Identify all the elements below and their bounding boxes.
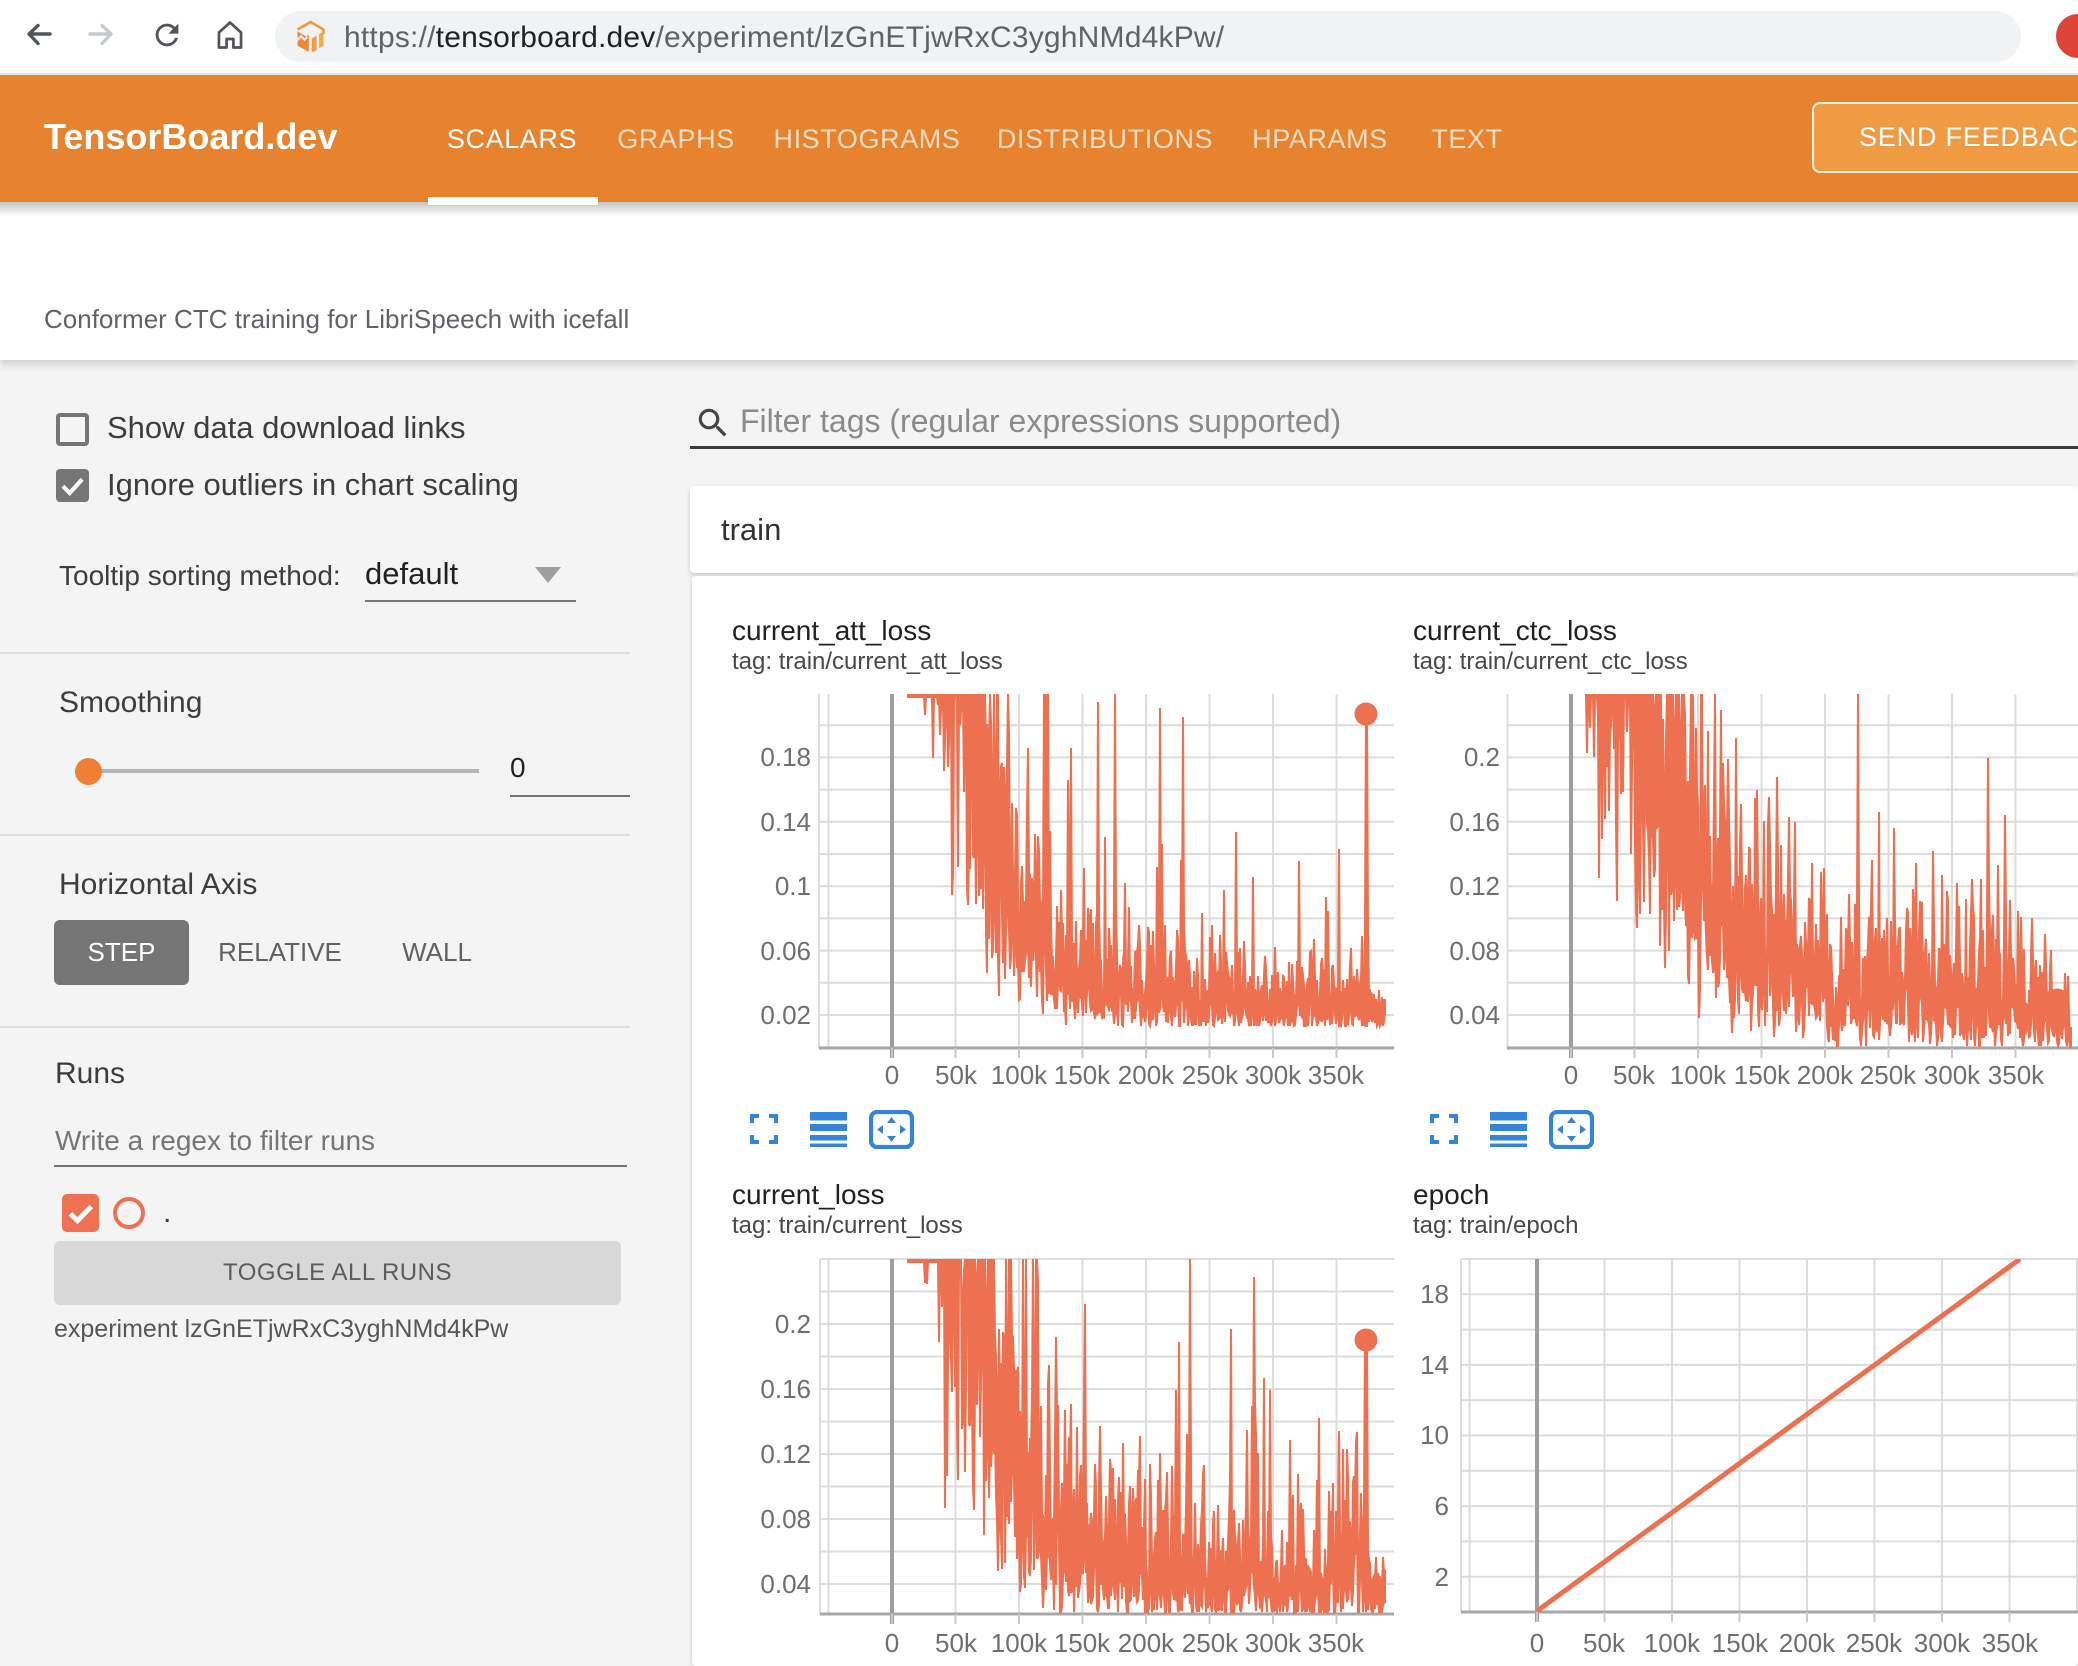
svg-text:0.18: 0.18 xyxy=(760,742,811,772)
svg-text:0: 0 xyxy=(1530,1628,1544,1658)
svg-text:0.06: 0.06 xyxy=(760,936,811,966)
svg-text:0.04: 0.04 xyxy=(1449,1000,1500,1030)
svg-text:300k: 300k xyxy=(1914,1628,1971,1658)
svg-text:100k: 100k xyxy=(991,1060,1048,1090)
svg-text:0: 0 xyxy=(885,1060,899,1090)
svg-text:150k: 150k xyxy=(1054,1060,1111,1090)
svg-text:0.14: 0.14 xyxy=(760,807,811,837)
svg-text:200k: 200k xyxy=(1797,1060,1854,1090)
svg-text:200k: 200k xyxy=(1779,1628,1836,1658)
svg-text:350k: 350k xyxy=(1988,1060,2045,1090)
svg-text:250k: 250k xyxy=(1182,1628,1239,1658)
svg-text:200k: 200k xyxy=(1118,1060,1175,1090)
svg-text:100k: 100k xyxy=(1644,1628,1701,1658)
svg-text:0.2: 0.2 xyxy=(775,1309,811,1339)
svg-text:50k: 50k xyxy=(935,1628,978,1658)
svg-text:2: 2 xyxy=(1435,1562,1449,1592)
svg-text:150k: 150k xyxy=(1054,1628,1111,1658)
svg-text:14: 14 xyxy=(1420,1350,1449,1380)
svg-text:250k: 250k xyxy=(1846,1628,1903,1658)
svg-text:300k: 300k xyxy=(1924,1060,1981,1090)
svg-text:100k: 100k xyxy=(1670,1060,1727,1090)
svg-text:250k: 250k xyxy=(1182,1060,1239,1090)
svg-text:300k: 300k xyxy=(1245,1060,1302,1090)
svg-text:0.16: 0.16 xyxy=(760,1374,811,1404)
svg-text:150k: 150k xyxy=(1734,1060,1791,1090)
svg-text:0.12: 0.12 xyxy=(1449,871,1500,901)
svg-text:0.08: 0.08 xyxy=(760,1504,811,1534)
svg-text:350k: 350k xyxy=(1308,1628,1365,1658)
svg-text:50k: 50k xyxy=(1583,1628,1626,1658)
svg-text:0.08: 0.08 xyxy=(1449,936,1500,966)
svg-text:150k: 150k xyxy=(1712,1628,1769,1658)
svg-text:0.1: 0.1 xyxy=(775,871,811,901)
svg-text:100k: 100k xyxy=(991,1628,1048,1658)
svg-text:350k: 350k xyxy=(1308,1060,1365,1090)
svg-text:0.12: 0.12 xyxy=(760,1439,811,1469)
svg-text:0: 0 xyxy=(885,1628,899,1658)
svg-text:300k: 300k xyxy=(1245,1628,1302,1658)
svg-text:18: 18 xyxy=(1420,1279,1449,1309)
svg-text:0.02: 0.02 xyxy=(760,1000,811,1030)
svg-text:50k: 50k xyxy=(935,1060,978,1090)
svg-text:0: 0 xyxy=(1564,1060,1578,1090)
svg-text:350k: 350k xyxy=(1982,1628,2039,1658)
svg-text:0.2: 0.2 xyxy=(1464,742,1500,772)
svg-text:200k: 200k xyxy=(1118,1628,1175,1658)
svg-text:50k: 50k xyxy=(1613,1060,1656,1090)
svg-text:0.04: 0.04 xyxy=(760,1569,811,1599)
svg-text:10: 10 xyxy=(1420,1420,1449,1450)
svg-text:250k: 250k xyxy=(1860,1060,1917,1090)
svg-text:6: 6 xyxy=(1435,1491,1449,1521)
svg-text:0.16: 0.16 xyxy=(1449,807,1500,837)
